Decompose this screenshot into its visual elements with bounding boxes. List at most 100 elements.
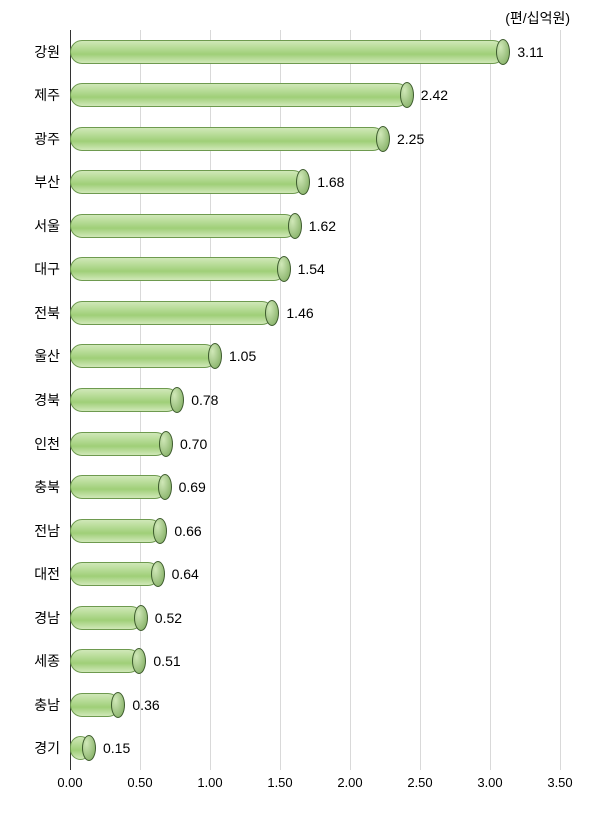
- value-label: 0.69: [179, 479, 206, 495]
- bar-row: 전북1.46: [70, 291, 560, 335]
- bar-row: 서울1.62: [70, 204, 560, 248]
- bar-row: 울산1.05: [70, 335, 560, 379]
- bar-cap: [277, 256, 291, 282]
- bar-body: [70, 301, 274, 325]
- bar-cap: [153, 518, 167, 544]
- bar: 0.78: [70, 388, 179, 412]
- x-tick-label: 0.50: [127, 775, 152, 790]
- category-label: 대구: [15, 259, 60, 279]
- x-tick-label: 3.50: [547, 775, 572, 790]
- bar-cap: [296, 169, 310, 195]
- bar-body: [70, 649, 141, 673]
- bar-body: [70, 562, 160, 586]
- value-label: 0.36: [132, 697, 159, 713]
- chart-container: (편/십억원) 0.00 0.50 1.00 1.50 2.00 2.50 3.00 3.50…: [0, 0, 590, 829]
- plot-area: 0.000.501.001.502.002.503.003.50강원3.11제주…: [70, 30, 560, 790]
- bar: 2.25: [70, 127, 385, 151]
- value-label: 0.70: [180, 436, 207, 452]
- value-label: 2.42: [421, 87, 448, 103]
- value-label: 0.78: [191, 392, 218, 408]
- bar: 0.66: [70, 519, 162, 543]
- bar: 1.68: [70, 170, 305, 194]
- value-label: 0.52: [155, 610, 182, 626]
- bar: 0.51: [70, 649, 141, 673]
- bar-row: 대구1.54: [70, 248, 560, 292]
- bar-cap: [158, 474, 172, 500]
- bar-body: [70, 606, 143, 630]
- bar-row: 경북0.78: [70, 378, 560, 422]
- bar: 1.05: [70, 344, 217, 368]
- bar-row: 세종0.51: [70, 639, 560, 683]
- bar-cap: [496, 39, 510, 65]
- value-label: 2.25: [397, 131, 424, 147]
- bar-row: 경남0.52: [70, 596, 560, 640]
- category-label: 전북: [15, 303, 60, 323]
- bar-cap: [400, 82, 414, 108]
- x-tick-label: 1.00: [197, 775, 222, 790]
- category-label: 인천: [15, 434, 60, 454]
- category-label: 서울: [15, 216, 60, 236]
- bar: 0.70: [70, 432, 168, 456]
- bar-body: [70, 388, 179, 412]
- bar-body: [70, 170, 305, 194]
- bar-row: 강원3.11: [70, 30, 560, 74]
- x-tick-label: 3.00: [477, 775, 502, 790]
- bar: 0.52: [70, 606, 143, 630]
- bar: 0.15: [70, 736, 91, 760]
- value-label: 3.11: [517, 44, 543, 60]
- category-label: 부산: [15, 172, 60, 192]
- bar-cap: [82, 735, 96, 761]
- bar-body: [70, 475, 167, 499]
- bar: 0.64: [70, 562, 160, 586]
- bar-body: [70, 257, 286, 281]
- bar: 0.36: [70, 693, 120, 717]
- bar-row: 충북0.69: [70, 465, 560, 509]
- category-label: 전남: [15, 521, 60, 541]
- bar-cap: [376, 126, 390, 152]
- value-label: 1.46: [286, 305, 313, 321]
- x-tick-label: 2.50: [407, 775, 432, 790]
- category-label: 대전: [15, 564, 60, 584]
- bar-body: [70, 344, 217, 368]
- category-label: 강원: [15, 42, 60, 62]
- value-label: 0.51: [153, 653, 180, 669]
- bar-body: [70, 214, 297, 238]
- bar-body: [70, 432, 168, 456]
- category-label: 제주: [15, 85, 60, 105]
- category-label: 충남: [15, 695, 60, 715]
- bar-cap: [170, 387, 184, 413]
- bar: 0.69: [70, 475, 167, 499]
- bar-body: [70, 127, 385, 151]
- category-label: 경기: [15, 738, 60, 758]
- value-label: 0.66: [174, 523, 201, 539]
- bar: 2.42: [70, 83, 409, 107]
- bar-cap: [265, 300, 279, 326]
- x-tick-label: 2.00: [337, 775, 362, 790]
- category-label: 세종: [15, 651, 60, 671]
- bar-cap: [159, 431, 173, 457]
- bar-row: 경기0.15: [70, 726, 560, 770]
- x-tick-label: 1.50: [267, 775, 292, 790]
- value-label: 1.62: [309, 218, 336, 234]
- value-label: 0.15: [103, 740, 130, 756]
- bar-body: [70, 40, 505, 64]
- bar-row: 제주2.42: [70, 74, 560, 118]
- category-label: 광주: [15, 129, 60, 149]
- category-label: 울산: [15, 346, 60, 366]
- category-label: 충북: [15, 477, 60, 497]
- bar-row: 광주2.25: [70, 117, 560, 161]
- value-label: 1.05: [229, 348, 256, 364]
- gridline: [560, 30, 561, 770]
- bar-cap: [288, 213, 302, 239]
- bar-row: 인천0.70: [70, 422, 560, 466]
- value-label: 0.64: [172, 566, 199, 582]
- x-tick-label: 0.00: [57, 775, 82, 790]
- value-label: 1.68: [317, 174, 344, 190]
- unit-label: (편/십억원): [505, 8, 570, 28]
- bar-row: 충남0.36: [70, 683, 560, 727]
- bar-body: [70, 519, 162, 543]
- bar: 3.11: [70, 40, 505, 64]
- bar-cap: [208, 343, 222, 369]
- category-label: 경남: [15, 608, 60, 628]
- bar: 1.62: [70, 214, 297, 238]
